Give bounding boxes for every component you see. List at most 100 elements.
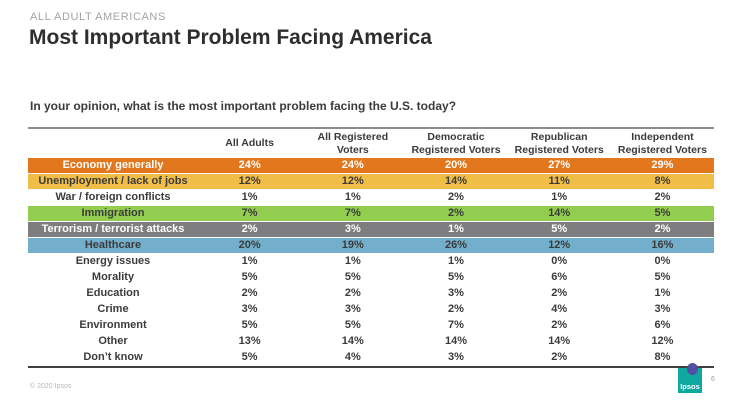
value-cell: 2% [241,223,258,235]
value-cell: 5% [654,207,671,219]
row-label: Terrorism / terrorist attacks [41,223,185,235]
value-cell: 2% [448,303,464,315]
copyright-text: © 2020 Ipsos [30,383,72,390]
row-label: Economy generally [62,159,164,171]
value-cell: 7% [344,207,361,219]
value-cell: 12% [651,335,674,347]
value-cell: 19% [341,239,364,251]
table-row: Immigration 7% 7% 2% 14% 5% [28,206,714,222]
value-cell: 20% [444,159,468,171]
value-cell: 27% [548,159,571,171]
value-cell: 1% [448,223,464,235]
table-row: Environment 5% 5% 7% 2% 6% [28,318,714,334]
row-label: Energy issues [75,255,151,267]
value-cell: 12% [548,239,571,251]
value-cell: 14% [444,175,468,187]
value-cell: 2% [448,207,464,219]
row-label: Don’t know [83,351,143,363]
value-cell: 20% [238,239,261,251]
value-cell: 8% [654,175,671,187]
table-row: Terrorism / terrorist attacks 2% 3% 1% 5% 2% [28,222,714,238]
table-row: Morality 5% 5% 5% 6% 5% [28,270,714,286]
value-cell: 3% [344,303,361,315]
page-title: Most Important Problem Facing America [29,26,432,49]
value-cell: 4% [551,303,568,315]
column-header: Democratic Registered Voters [411,131,501,156]
value-cell: 2% [551,319,568,331]
value-cell: 12% [238,175,261,187]
row-label: Morality [91,271,135,283]
value-cell: 3% [241,303,258,315]
page-number: 6 [711,376,715,383]
table-row: Education 2% 2% 3% 2% 1% [28,286,714,302]
value-cell: 1% [448,255,464,267]
table-row: Unemployment / lack of jobs 12% 12% 14% 11% 8… [28,174,714,190]
row-label: Unemployment / lack of jobs [38,175,188,187]
row-label: Other [98,335,128,347]
value-cell: 1% [344,255,361,267]
value-cell: 5% [241,351,258,363]
value-cell: 26% [444,239,468,251]
value-cell: 14% [444,335,468,347]
value-cell: 14% [341,335,364,347]
logo-dot-icon [687,363,698,375]
value-cell: 8% [654,351,671,363]
value-cell: 6% [551,271,568,283]
table-row: Healthcare 20% 19% 26% 12% 16% [28,238,714,254]
value-cell: 5% [654,271,671,283]
value-cell: 3% [448,287,464,299]
value-cell: 2% [448,191,464,203]
value-cell: 2% [241,287,258,299]
value-cell: 5% [344,319,361,331]
table-row: Don’t know 5% 4% 3% 2% 8% [28,350,714,366]
survey-question: In your opinion, what is the most import… [30,99,457,113]
row-label: Education [86,287,140,299]
value-cell: 7% [448,319,464,331]
value-cell: 1% [654,287,671,299]
value-cell: 0% [551,255,568,267]
row-label: Crime [97,303,129,315]
table-row: Crime 3% 3% 2% 4% 3% [28,302,714,318]
value-cell: 13% [238,335,261,347]
value-cell: 2% [551,351,568,363]
column-header: Republican Registered Voters [514,131,604,156]
value-cell: 5% [551,223,568,235]
table-header-row: All Adults All Registered Voters Democrati… [28,129,714,158]
value-cell: 3% [344,223,361,235]
row-label: Immigration [81,207,145,219]
value-cell: 6% [654,319,671,331]
row-label: Healthcare [84,239,142,251]
table-row: Economy generally 24% 24% 20% 27% 29% [28,158,714,174]
column-header: All Adults [225,137,274,150]
logo-text: Ipsos [680,382,700,391]
value-cell: 1% [241,255,258,267]
table-row: Other 13% 14% 14% 14% 12% [28,334,714,350]
value-cell: 16% [651,239,674,251]
value-cell: 2% [551,287,568,299]
value-cell: 7% [241,207,258,219]
value-cell: 3% [448,351,464,363]
results-table: All Adults All Registered Voters Democrati… [28,127,714,368]
value-cell: 2% [654,191,671,203]
value-cell: 5% [344,271,361,283]
row-label: Environment [79,319,147,331]
value-cell: 2% [344,287,361,299]
column-header: All Registered Voters [317,131,389,156]
value-cell: 24% [341,159,364,171]
value-cell: 12% [341,175,364,187]
table-row: Energy issues 1% 1% 1% 0% 0% [28,254,714,270]
value-cell: 5% [241,271,258,283]
value-cell: 1% [551,191,568,203]
value-cell: 14% [548,335,571,347]
value-cell: 5% [241,319,258,331]
value-cell: 24% [238,159,261,171]
row-label: War / foreign conflicts [55,191,171,203]
value-cell: 11% [548,175,570,187]
column-header: Independent Registered Voters [617,131,707,156]
eyebrow-label: ALL ADULT AMERICANS [30,11,166,23]
value-cell: 3% [654,303,671,315]
ipsos-logo: Ipsos [678,363,702,393]
value-cell: 2% [654,223,671,235]
value-cell: 1% [344,191,361,203]
